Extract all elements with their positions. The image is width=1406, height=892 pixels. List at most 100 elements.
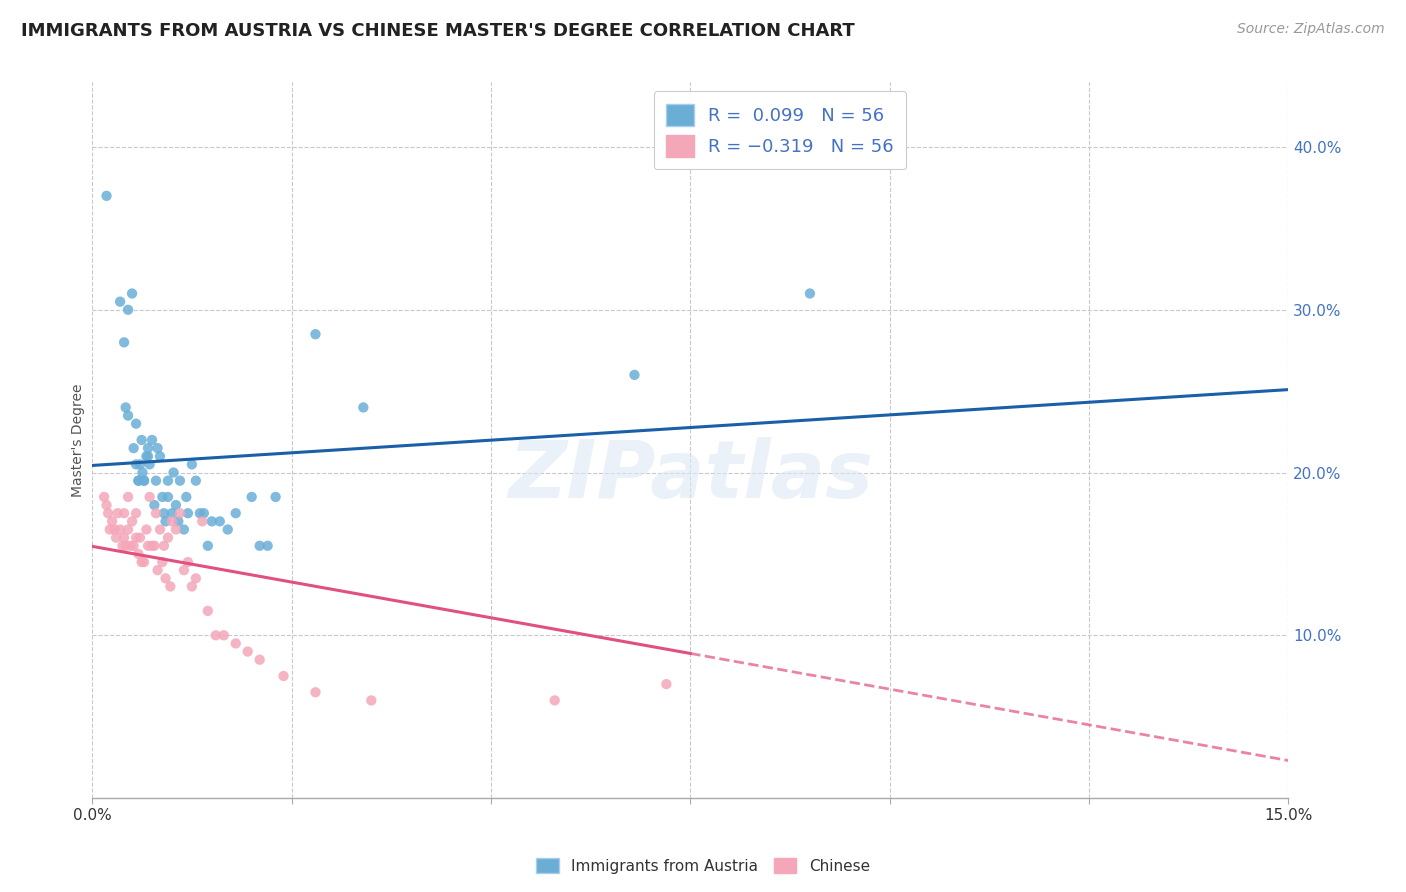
Point	[146, 563, 169, 577]
Legend: Immigrants from Austria, Chinese: Immigrants from Austria, Chinese	[530, 852, 876, 880]
Point	[160, 514, 183, 528]
Point	[131, 555, 153, 569]
Point	[132, 474, 155, 488]
Text: Source: ZipAtlas.com: Source: ZipAtlas.com	[1237, 22, 1385, 37]
Point	[153, 539, 176, 553]
Point	[122, 539, 145, 553]
Point	[108, 294, 131, 309]
Point	[136, 450, 159, 464]
Text: IMMIGRANTS FROM AUSTRIA VS CHINESE MASTER'S DEGREE CORRELATION CHART: IMMIGRANTS FROM AUSTRIA VS CHINESE MASTE…	[21, 22, 855, 40]
Point	[145, 474, 167, 488]
Point	[225, 636, 247, 650]
Point	[159, 579, 181, 593]
Point	[304, 685, 326, 699]
Point	[180, 458, 202, 472]
Point	[167, 514, 190, 528]
Point	[98, 523, 121, 537]
Point	[225, 506, 247, 520]
Point	[111, 539, 134, 553]
Point	[165, 498, 187, 512]
Point	[655, 677, 678, 691]
Point	[112, 506, 135, 520]
Point	[121, 286, 143, 301]
Point	[304, 327, 326, 342]
Point	[108, 523, 131, 537]
Point	[93, 490, 115, 504]
Point	[352, 401, 374, 415]
Point	[184, 571, 207, 585]
Point	[544, 693, 567, 707]
Point	[160, 506, 183, 520]
Point	[112, 335, 135, 350]
Point	[156, 474, 179, 488]
Point	[136, 441, 159, 455]
Point	[127, 547, 149, 561]
Point	[173, 523, 195, 537]
Point	[162, 466, 184, 480]
Point	[131, 466, 153, 480]
Point	[135, 450, 157, 464]
Point	[264, 490, 287, 504]
Point	[149, 523, 172, 537]
Point	[132, 555, 155, 569]
Point	[122, 441, 145, 455]
Point	[197, 539, 219, 553]
Point	[129, 458, 152, 472]
Point	[96, 189, 118, 203]
Point	[105, 531, 128, 545]
Point	[141, 539, 163, 553]
Point	[217, 523, 239, 537]
Point	[201, 514, 224, 528]
Point	[273, 669, 295, 683]
Point	[103, 523, 125, 537]
Point	[125, 506, 148, 520]
Point	[149, 450, 172, 464]
Y-axis label: Master's Degree: Master's Degree	[72, 384, 86, 497]
Point	[212, 628, 235, 642]
Point	[155, 514, 177, 528]
Point	[117, 490, 139, 504]
Point	[174, 490, 197, 504]
Point	[146, 441, 169, 455]
Point	[177, 506, 200, 520]
Point	[97, 506, 120, 520]
Point	[208, 514, 231, 528]
Point	[141, 433, 163, 447]
Point	[117, 409, 139, 423]
Point	[138, 490, 160, 504]
Point	[145, 506, 167, 520]
Point	[150, 490, 173, 504]
Point	[156, 490, 179, 504]
Point	[127, 474, 149, 488]
Point	[120, 539, 142, 553]
Point	[96, 498, 118, 512]
Point	[121, 514, 143, 528]
Point	[236, 644, 259, 658]
Point	[204, 628, 226, 642]
Point	[173, 563, 195, 577]
Point	[101, 514, 124, 528]
Point	[165, 523, 187, 537]
Point	[112, 531, 135, 545]
Point	[127, 474, 149, 488]
Point	[169, 474, 191, 488]
Point	[156, 531, 179, 545]
Point	[197, 604, 219, 618]
Point	[136, 539, 159, 553]
Point	[135, 523, 157, 537]
Point	[107, 506, 129, 520]
Point	[143, 498, 166, 512]
Point	[150, 555, 173, 569]
Point	[117, 523, 139, 537]
Point	[117, 302, 139, 317]
Point	[249, 653, 271, 667]
Point	[155, 571, 177, 585]
Point	[125, 417, 148, 431]
Point	[188, 506, 211, 520]
Point	[143, 539, 166, 553]
Point	[153, 506, 176, 520]
Point	[193, 506, 215, 520]
Point	[131, 433, 153, 447]
Point	[623, 368, 645, 382]
Legend: R =  0.099   N = 56, R = −0.319   N = 56: R = 0.099 N = 56, R = −0.319 N = 56	[654, 91, 907, 169]
